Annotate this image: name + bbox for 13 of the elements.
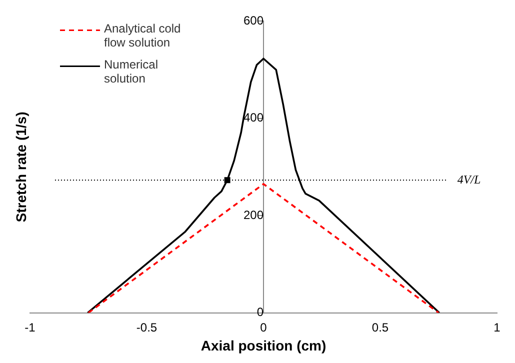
legend-label: Analytical cold flow solution <box>104 22 181 50</box>
x-tick-label: 0.5 <box>372 320 389 334</box>
x-tick-label: -1 <box>24 320 36 334</box>
x-axis-title: Axial position (cm) <box>200 337 326 354</box>
y-tick-label: 400 <box>243 110 264 125</box>
y-tick-label: 0 <box>256 305 264 320</box>
ref-line-label: 4V/L <box>457 172 481 186</box>
x-tick-label: -0.5 <box>136 320 158 334</box>
legend-label: Numerical solution <box>104 58 158 86</box>
x-tick-label: 1 <box>494 320 501 334</box>
y-tick-label: 200 <box>243 208 264 222</box>
y-axis-title: Stretch rate (1/s) <box>12 112 29 222</box>
y-tick-label: 600 <box>243 14 264 28</box>
